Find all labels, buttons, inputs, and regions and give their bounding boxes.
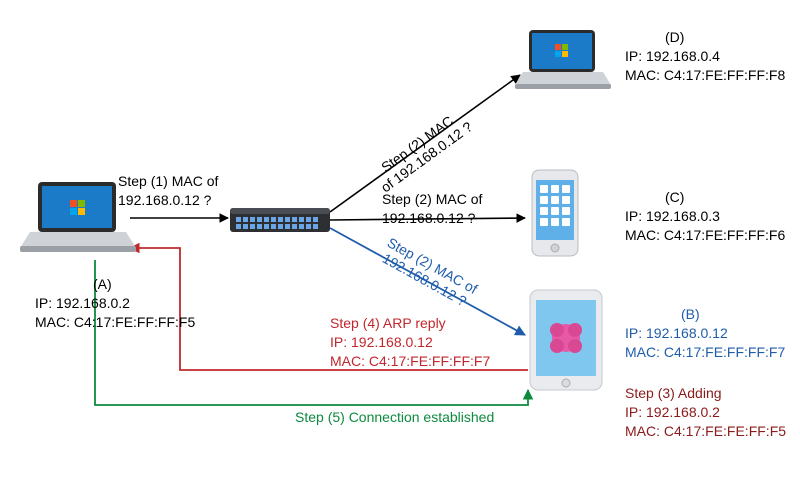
device-tablet-b (530, 290, 602, 390)
device-laptop-d (515, 30, 611, 89)
device-switch (230, 208, 330, 232)
label-step2-b: Step (2) MAC of 192.168.0.12 ? (377, 234, 480, 311)
label-device-b: (B) IP: 192.168.0.12 MAC: C4:17:FE:FF:FF… (625, 305, 785, 362)
label-device-c: (C) IP: 192.168.0.3 MAC: C4:17:FE:FF:FF:… (625, 188, 785, 245)
label-step1: Step (1) MAC of 192.168.0.12 ? (118, 172, 218, 210)
label-step4: Step (4) ARP reply IP: 192.168.0.12 MAC:… (330, 314, 490, 371)
label-device-a: (A) IP: 192.168.0.2 MAC: C4:17:FE:FF:FF:… (35, 275, 195, 332)
device-phone-c (532, 170, 578, 256)
label-step2-c: Step (2) MAC of 192.168.0.12 ? (382, 190, 482, 228)
label-step3: Step (3) Adding IP: 192.168.0.2 MAC: C4:… (625, 384, 786, 441)
label-device-d: (D) IP: 192.168.0.4 MAC: C4:17:FE:FF:FF:… (625, 28, 785, 85)
label-step5: Step (5) Connection established (295, 408, 494, 427)
